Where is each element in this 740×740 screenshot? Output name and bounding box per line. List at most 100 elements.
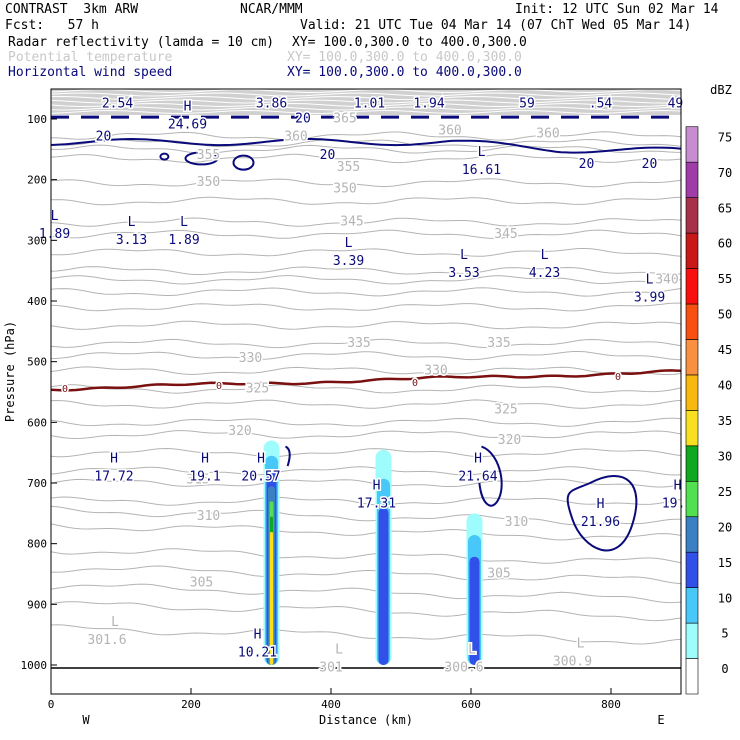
wind-closed-contour [232,154,255,171]
theta-contour [51,144,681,154]
y-tick-label: 800 [27,538,47,551]
reflectivity-cell [469,556,480,665]
y-tick-label: 600 [27,416,47,429]
colorbar-swatch [685,126,699,163]
y-tick-label: 900 [27,598,47,611]
colorbar-level-label: 0 [721,662,728,676]
theta-contour [51,447,681,458]
dense-theta-line [51,89,681,93]
wind-extremum-value: 21.96 [581,515,620,530]
colorbar-level-label: 25 [718,485,732,499]
y-tick-label: 1000 [21,659,48,672]
theta-label: 345 [494,227,517,242]
colorbar-swatch [685,551,699,588]
theta-contour [51,275,681,285]
colorbar-level-label: 60 [718,237,732,251]
theta-label: 360 [536,127,559,142]
theta-label: 325 [494,403,517,418]
wind-extremum-value: 19.1 [189,469,220,484]
wind-extremum-marker: L [541,248,549,263]
colorbar-swatch [685,445,699,482]
wind-extremum-value: 3.39 [333,254,364,269]
y-tick-label: 700 [27,477,47,490]
wind-extremum-marker: H [257,451,265,466]
colorbar-swatch [685,197,699,234]
theta-contour [51,624,681,645]
theta-label: 345 [340,215,363,230]
wind-extremum-marker: H [110,451,118,466]
theta-label: 365 [333,112,356,127]
y-axis-title: Pressure (hPa) [3,321,17,422]
wind-extremum-value: 17.31 [357,497,396,512]
wind-extremum-value: 10.21 [238,645,277,660]
dense-theta-line [51,110,681,115]
theta-extremum-marker: L [468,643,476,658]
theta-extremum-marker: L [577,636,585,651]
colorbar-level-label: 10 [718,591,732,605]
colorbar-swatch [685,268,699,305]
theta-contour [51,320,681,330]
theta-label: 305 [487,567,510,582]
theta-label: 330 [239,351,262,366]
theta-contour [51,248,681,257]
colorbar-level-label: 55 [718,272,732,286]
colorbar-level-label: 45 [718,343,732,357]
wind-extremum-marker: H [201,451,209,466]
theta-contour [51,266,681,275]
colorbar-swatch [685,232,699,269]
theta-contour [51,523,681,541]
wind-extremum-value: 1.89 [39,227,70,242]
colorbar-swatch [685,658,699,695]
dense-theta-line [51,92,681,97]
theta-contour [51,217,681,227]
colorbar-level-label: 50 [718,308,732,322]
theta-contour [51,287,681,297]
theta-label: 310 [197,509,220,524]
field-reflectivity-xy: XY= 100.0,300.0 to 400.0,300.0 [292,35,527,50]
wind-contour-label: 20 [642,157,658,172]
zero-contour-label: 0 [216,381,222,392]
wind-extremum-marker: H [597,497,605,512]
wind-contour [478,445,503,507]
colorbar-level-label: 20 [718,520,732,534]
wind-extremum-value: 3.99 [634,290,665,305]
y-tick-label: 400 [27,295,47,308]
wind-extremum-marker: H [184,100,192,115]
theta-extremum-value: 300.9 [553,654,592,669]
top-wind-value: 2.54 [102,97,133,112]
wind-contour-label: 20 [579,157,595,172]
wind-extremum-marker: H [373,479,381,494]
x-tick-label: 200 [181,698,201,711]
theta-contour [51,601,681,622]
colorbar-swatch [685,410,699,447]
dense-theta-line [51,103,681,107]
x-axis-east-label: E [657,713,664,727]
theta-contour [51,131,681,141]
field-theta-xy: XY= 100.0,300.0 to 400.0,300.0 [287,50,522,65]
theta-label: 355 [337,160,360,175]
dense-theta-line [51,99,681,104]
zero-contour-label: 0 [62,384,68,395]
wind-contour-label: 20 [96,130,112,145]
theta-contour [51,138,681,148]
theta-contour [51,548,681,564]
colorbar-level-label: 70 [718,166,732,180]
wind-extremum-marker: L [51,209,59,224]
x-axis-west-label: W [82,713,90,727]
theta-extremum-value: 301.6 [87,633,126,648]
field-reflectivity-name: Radar reflectivity (lamda = 10 cm) [8,35,275,50]
wind-extremum-value: 1.89 [168,233,199,248]
theta-contour [51,478,681,488]
wind-extremum-value: 3.53 [448,266,479,281]
colorbar-level-label: 75 [718,130,732,144]
header-title: CONTRAST 3km ARW [5,2,139,17]
y-tick-label: 500 [27,356,47,369]
x-axis-title: Distance (km) [319,713,413,727]
theta-extremum-marker: L [111,615,119,630]
zero-contour-line [51,369,681,392]
wind-extremum-value: 24.69 [168,118,207,133]
theta-label: 315 [186,472,209,487]
theta-label: 310 [505,515,528,530]
top-wind-value: 1.94 [413,97,444,112]
reflectivity-cell [270,531,273,665]
